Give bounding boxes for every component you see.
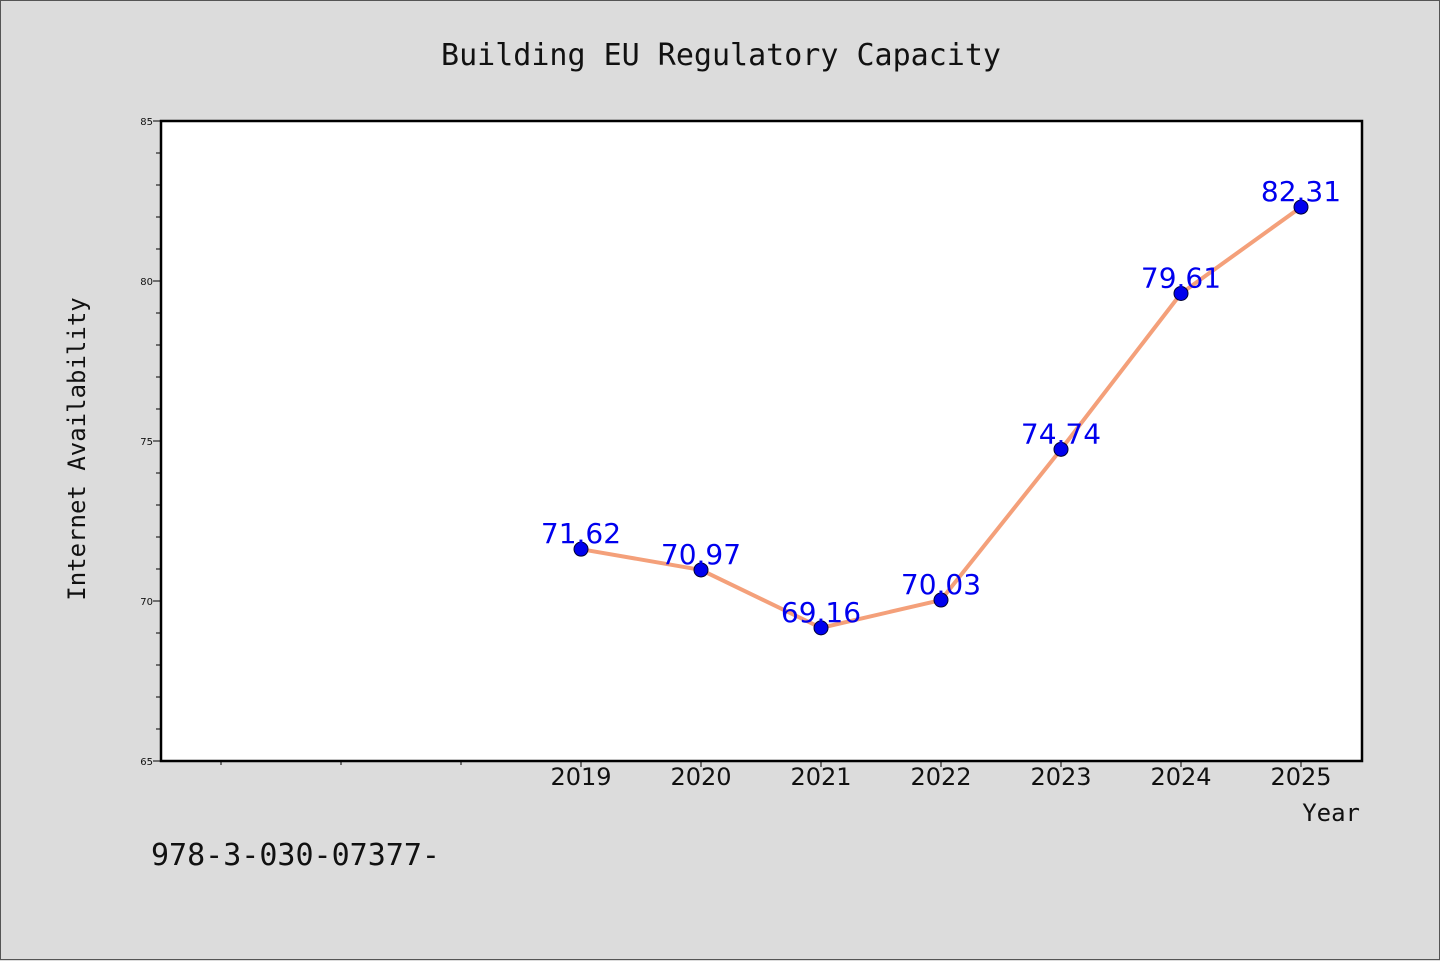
x-tick-label: 2020 [670, 763, 731, 791]
y-axis-label: Internet Availability [63, 297, 91, 600]
data-point [1173, 285, 1189, 301]
data-point [1293, 199, 1309, 215]
data-label: 71.62 [541, 517, 621, 550]
y-tick-label: 70 [140, 597, 153, 608]
footer-text: 978-3-030-07377- [151, 838, 440, 873]
data-label: 69.16 [781, 596, 861, 629]
data-label-layer: 71.62 70.97 69.16 70.03 74.74 79.61 82.31 [541, 175, 1341, 629]
data-label: 70.03 [901, 568, 981, 601]
x-tick-label: 2024 [1150, 763, 1211, 791]
x-axis: 2019 2020 2021 2022 2023 2024 2025 [220, 761, 1332, 791]
x-tick-label: 2022 [910, 763, 971, 791]
plot-area [159, 119, 1364, 763]
data-label: 70.97 [661, 538, 741, 571]
data-point [813, 620, 829, 636]
y-tick-label: 85 [140, 117, 153, 128]
data-point [573, 541, 589, 557]
y-tick-label: 80 [140, 277, 153, 288]
chart-title: Building EU Regulatory Capacity [441, 38, 1001, 73]
data-point [693, 562, 709, 578]
data-label: 74.74 [1021, 417, 1101, 450]
x-axis-label: Year [1302, 799, 1360, 827]
x-tick-label: 2019 [550, 763, 611, 791]
y-axis: 65 70 75 80 85 [140, 117, 161, 768]
data-label: 82.31 [1261, 175, 1341, 208]
data-point [1053, 441, 1069, 457]
data-label: 79.61 [1141, 261, 1221, 294]
x-tick-label: 2021 [790, 763, 851, 791]
x-tick-label: 2023 [1030, 763, 1091, 791]
y-tick-label: 75 [140, 437, 153, 448]
series-layer [573, 199, 1309, 636]
x-tick-label: 2025 [1270, 763, 1331, 791]
data-point [933, 592, 949, 608]
y-tick-label: 65 [140, 757, 153, 768]
